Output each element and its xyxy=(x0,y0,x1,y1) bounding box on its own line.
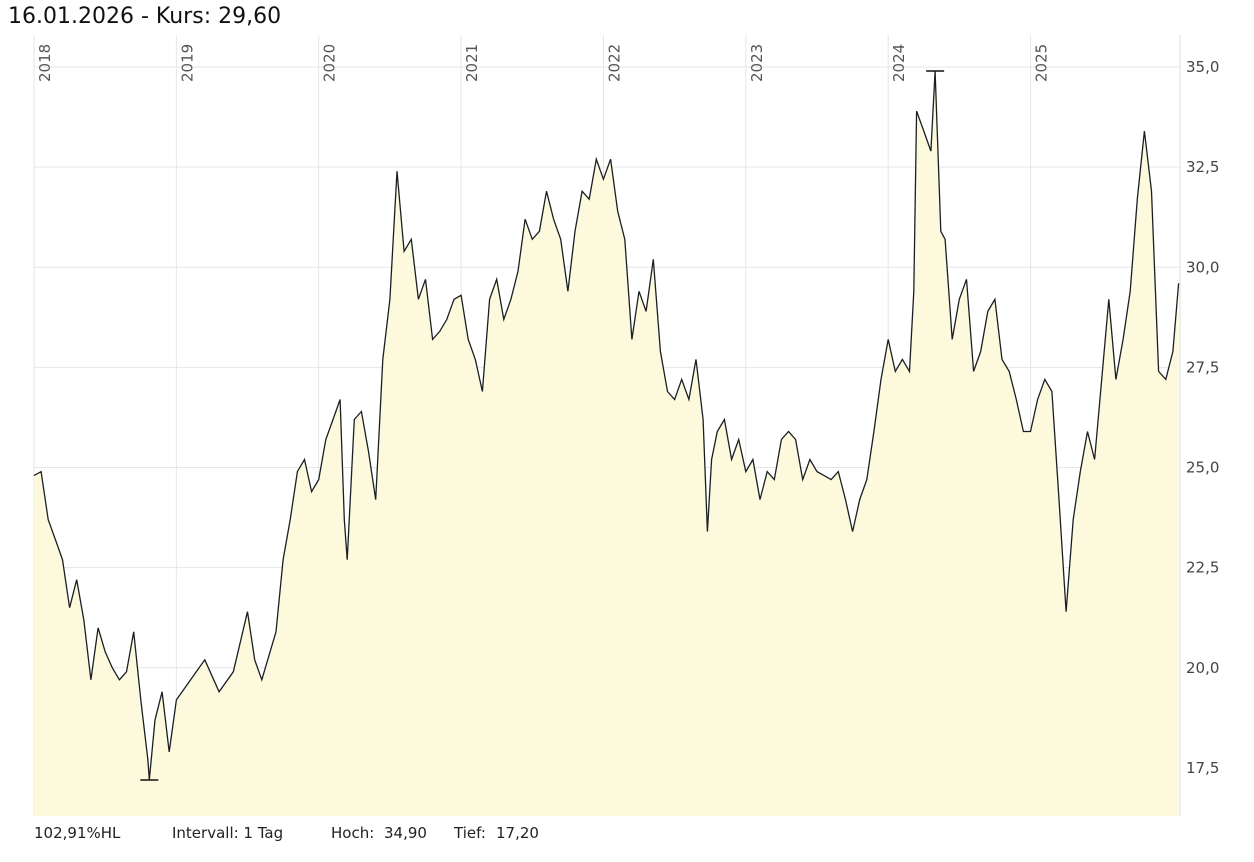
price-label: Kurs: xyxy=(155,4,212,29)
high-low-range: 102,91%HL xyxy=(34,824,121,842)
y-tick-label: 27,5 xyxy=(1186,358,1219,376)
high-label: Hoch: xyxy=(331,824,375,842)
x-tick-label: 2019 xyxy=(178,44,196,82)
chart-title: 16.01.2026 - Kurs: 29,60 xyxy=(8,4,281,29)
y-tick-label: 17,5 xyxy=(1186,759,1219,777)
y-tick-label: 20,0 xyxy=(1186,659,1219,677)
x-tick-label: 2023 xyxy=(748,44,766,82)
y-tick-label: 35,0 xyxy=(1186,58,1219,76)
current-price: 29,60 xyxy=(218,4,282,29)
y-axis-labels: 17,5 20,0 22,5 25,0 27,5 30,0 32,5 35,0 xyxy=(1186,58,1219,777)
high-value: 34,90 xyxy=(384,824,427,842)
title-separator: - xyxy=(133,4,156,29)
x-axis-labels: 2018 2019 2020 2021 2022 2023 2024 2025 xyxy=(36,44,1051,82)
x-tick-label: 2025 xyxy=(1033,44,1051,82)
y-tick-label: 22,5 xyxy=(1186,559,1219,577)
x-tick-label: 2018 xyxy=(36,44,54,82)
low-label: Tief: xyxy=(454,824,486,842)
y-tick-label: 30,0 xyxy=(1186,258,1219,276)
x-tick-label: 2022 xyxy=(605,44,623,82)
high-low-markers xyxy=(140,70,945,781)
x-tick-label: 2021 xyxy=(463,44,481,82)
quote-date: 16.01.2026 xyxy=(8,4,134,29)
price-area-fill xyxy=(34,71,1179,816)
y-tick-label: 25,0 xyxy=(1186,459,1219,477)
low-value: 17,20 xyxy=(496,824,539,842)
x-tick-label: 2020 xyxy=(321,44,339,82)
y-tick-label: 32,5 xyxy=(1186,158,1219,176)
x-tick-label: 2024 xyxy=(890,44,908,82)
price-line xyxy=(33,70,1180,781)
interval-selector[interactable]: Intervall: 1 Tag xyxy=(172,824,284,842)
